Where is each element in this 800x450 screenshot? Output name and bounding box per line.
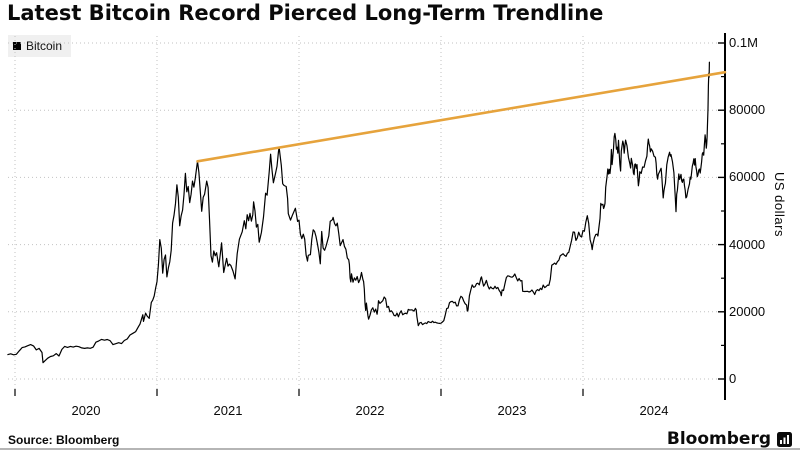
y-axis-tick-label: 0: [729, 371, 737, 386]
bloomberg-branding: Bloomberg: [667, 429, 792, 449]
y-axis-tick-label: 0.1M: [729, 35, 758, 50]
y-axis-tick-label: 40000: [729, 236, 766, 252]
bottom-edge-divider: [0, 448, 800, 450]
y-axis-tick-label: 20000: [729, 303, 766, 319]
x-axis-tick-label: 2022: [355, 403, 385, 418]
x-axis-tick-label: 2024: [639, 403, 669, 418]
bitcoin-price-line: [7, 61, 711, 364]
source-note: Source: Bloomberg: [8, 433, 120, 447]
bloomberg-wordmark: Bloomberg: [666, 429, 771, 449]
x-axis-tick-label: 2020: [71, 403, 101, 418]
y-axis-title: US dollars: [772, 172, 787, 237]
bloomberg-terminal-icon: [777, 431, 792, 447]
legend-swatch-icon: [13, 42, 21, 50]
x-axis-tick-label: 2023: [497, 403, 527, 418]
trendline: [196, 70, 727, 163]
y-axis-tick-label: 80000: [729, 102, 766, 118]
x-axis-tick-label: 2021: [213, 403, 243, 418]
y-axis-tick-label: 60000: [729, 169, 766, 185]
page-title: Latest Bitcoin Record Pierced Long-Term …: [7, 1, 604, 25]
legend-label: Bitcoin: [26, 39, 63, 53]
legend: Bitcoin: [8, 35, 72, 57]
